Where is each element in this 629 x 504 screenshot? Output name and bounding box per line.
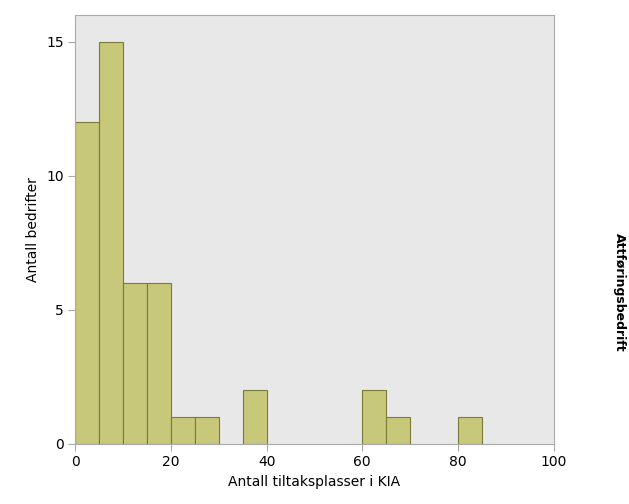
Y-axis label: Antall bedrifter: Antall bedrifter <box>26 177 40 282</box>
Bar <box>171 417 195 444</box>
Bar <box>99 42 123 444</box>
Bar <box>362 390 386 444</box>
Bar <box>243 390 267 444</box>
Bar <box>195 417 219 444</box>
Text: Attføringsbedrift: Attføringsbedrift <box>613 233 626 352</box>
Bar <box>147 283 171 444</box>
X-axis label: Antall tiltaksplasser i KIA: Antall tiltaksplasser i KIA <box>228 475 401 489</box>
Bar <box>386 417 410 444</box>
Bar <box>458 417 482 444</box>
Bar <box>75 122 99 444</box>
Bar <box>123 283 147 444</box>
